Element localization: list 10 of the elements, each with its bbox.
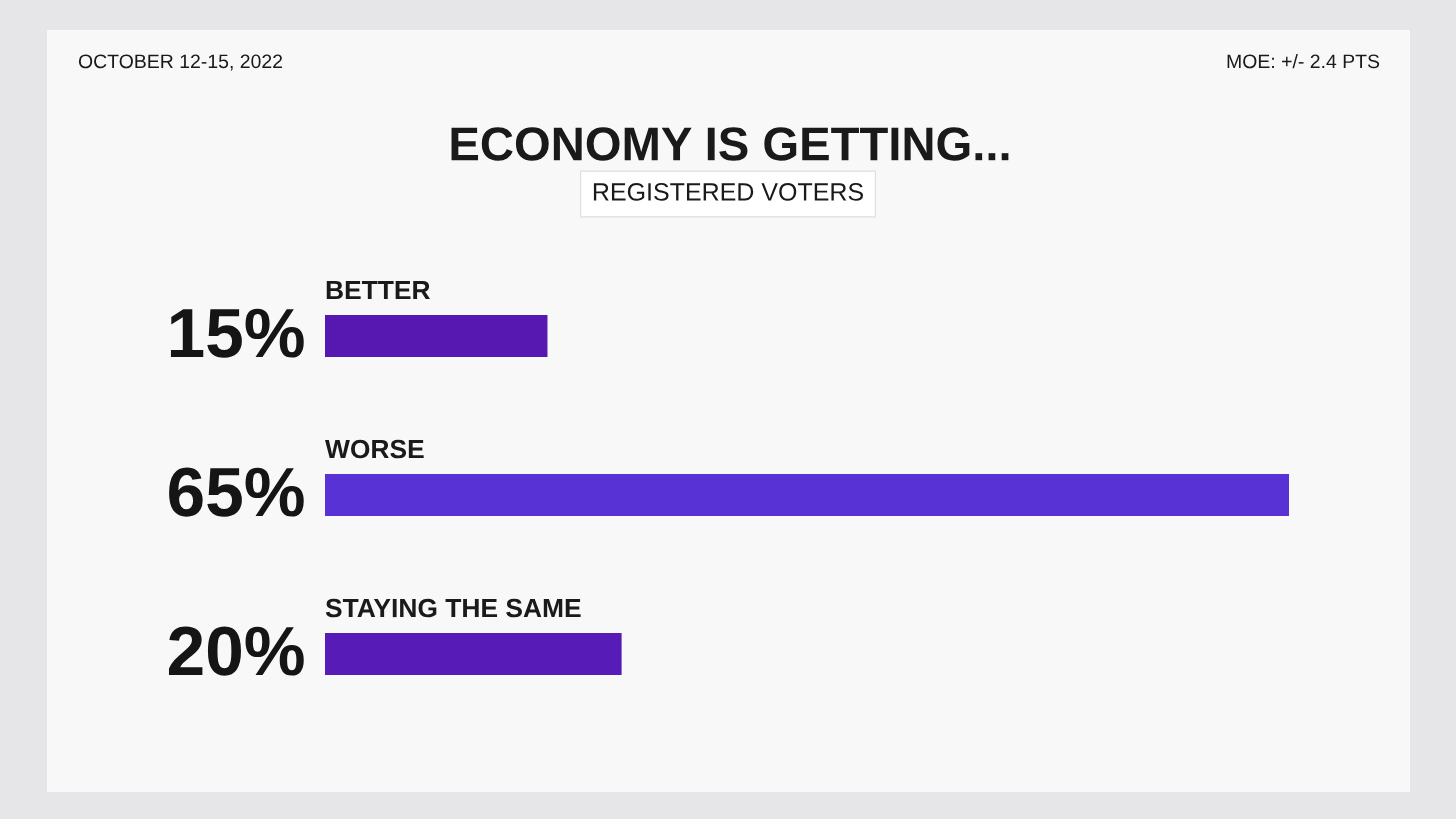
data-label: 15%: [170, 308, 304, 358]
data-label: 65%: [169, 467, 304, 517]
chart-subtitle: REGISTERED VOTERS: [593, 183, 863, 201]
data-label: 20%: [168, 626, 304, 676]
y-tick-label: BETTER: [326, 280, 431, 300]
text: OCTOBER 12-15, 2022: [78, 54, 283, 71]
chart-title: ECONOMY IS GETTING...: [451, 127, 1009, 161]
y-tick-label: STAYING THE SAME: [325, 598, 581, 618]
text: MOE: +/- 2.4 PTS: [1227, 53, 1380, 69]
y-tick-label: WORSE: [325, 439, 424, 459]
